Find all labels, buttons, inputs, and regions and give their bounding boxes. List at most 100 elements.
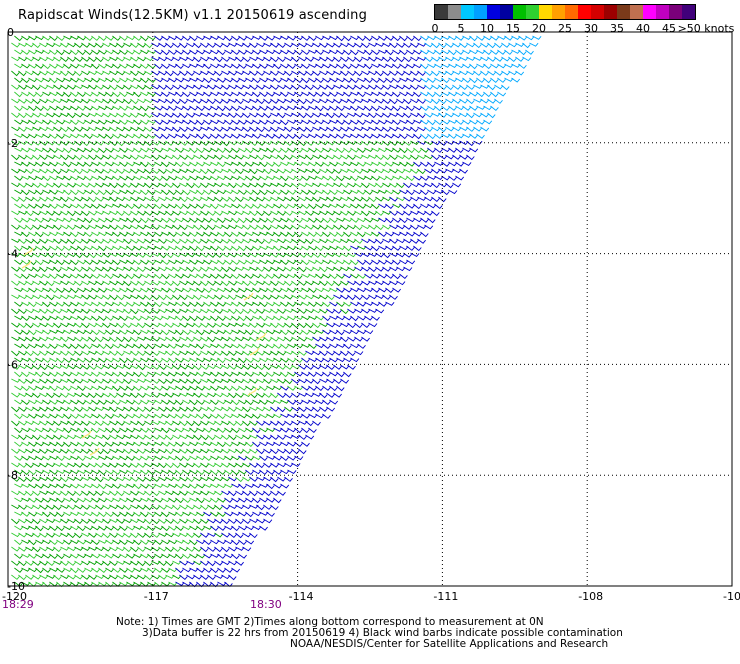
wind-barb [214, 70, 223, 77]
wind-barb [186, 140, 195, 146]
wind-barb [11, 574, 20, 580]
wind-barb [224, 427, 233, 433]
wind-barb [151, 98, 161, 103]
wind-barb [123, 476, 133, 481]
wind-barb [203, 49, 213, 55]
wind-barb [39, 322, 49, 328]
wind-barb [361, 182, 370, 189]
wind-barb [165, 42, 174, 49]
wind-barb [179, 266, 189, 272]
wind-barb [375, 224, 384, 231]
wind-barb [280, 175, 289, 182]
wind-barb [98, 161, 107, 167]
wind-barb [350, 357, 360, 363]
wind-barb [42, 427, 52, 433]
wind-barb [18, 504, 27, 510]
wind-barb [77, 119, 87, 125]
wind-barb [214, 560, 223, 566]
wind-barb [77, 133, 87, 138]
wind-barb [200, 210, 209, 216]
wind-barb [39, 532, 48, 538]
wind-barb [21, 175, 31, 180]
wind-barb [214, 462, 224, 468]
wind-barb [49, 35, 58, 42]
wind-barb [347, 210, 356, 216]
wind-barb [196, 525, 205, 531]
wind-barb [56, 357, 65, 364]
wind-barb [235, 42, 245, 47]
wind-barb [389, 56, 398, 63]
wind-barb [235, 560, 244, 566]
wind-barb [322, 259, 332, 265]
wind-barb [326, 182, 336, 188]
wind-barb [224, 77, 234, 83]
wind-barb [340, 280, 350, 286]
wind-barb [98, 287, 107, 293]
wind-barb [161, 217, 170, 224]
wind-barb [193, 308, 203, 314]
wind-barb [102, 420, 111, 426]
wind-barb [280, 49, 290, 55]
wind-barb [154, 469, 164, 475]
wind-barb [161, 63, 170, 70]
wind-barb [294, 49, 303, 56]
wind-barb [186, 266, 195, 273]
wind-barb [88, 294, 98, 300]
wind-barb [105, 161, 115, 167]
wind-barb [200, 126, 210, 131]
wind-barb [224, 217, 234, 223]
wind-barb [207, 518, 217, 524]
wind-barb [256, 332, 267, 341]
wind-barb [459, 154, 468, 160]
wind-barb [361, 196, 370, 202]
wind-barb [298, 84, 308, 90]
wind-barb [214, 182, 224, 188]
wind-barb [165, 238, 175, 244]
wind-barb [448, 147, 457, 153]
wind-barb [347, 70, 356, 76]
grid-lines [8, 32, 732, 586]
wind-barb [224, 441, 233, 447]
wind-barb [277, 280, 287, 286]
wind-barb [259, 161, 268, 168]
wind-barb [28, 441, 37, 447]
wind-barb [112, 175, 121, 181]
wind-barb [147, 287, 157, 293]
wind-barb [294, 119, 304, 124]
wind-barb [193, 560, 203, 566]
wind-barb [179, 518, 189, 524]
wind-barb [67, 42, 77, 48]
longitude-labels: -120-117-114-111-108-105 [2, 590, 740, 603]
wind-barb [63, 441, 72, 448]
wind-barb [214, 294, 223, 300]
wind-barb [28, 119, 38, 125]
wind-barb [238, 273, 248, 279]
wind-barb [109, 560, 118, 567]
wind-barb [266, 385, 276, 391]
wind-barb [224, 231, 233, 238]
wind-barb [172, 280, 181, 287]
wind-barb [371, 119, 380, 125]
wind-barb [172, 532, 182, 537]
wind-barb [417, 112, 426, 119]
wind-barb [39, 406, 48, 412]
wind-barb [259, 175, 269, 181]
wind-barb [123, 98, 132, 105]
wind-barb [28, 399, 38, 405]
wind-barb [42, 245, 51, 252]
wind-barb [109, 378, 118, 384]
wind-barb [109, 434, 119, 440]
wind-barb [123, 70, 133, 75]
wind-barb [273, 343, 282, 349]
wind-barb [123, 504, 132, 511]
wind-barb [221, 70, 231, 75]
wind-barb [273, 427, 283, 432]
wind-barb [322, 329, 332, 335]
wind-barb [14, 217, 23, 223]
wind-barb [259, 217, 269, 223]
wind-barb [200, 406, 210, 412]
wind-barb [396, 168, 406, 174]
wind-barb [130, 322, 140, 328]
wind-barb [67, 504, 76, 510]
wind-barb [168, 567, 178, 573]
